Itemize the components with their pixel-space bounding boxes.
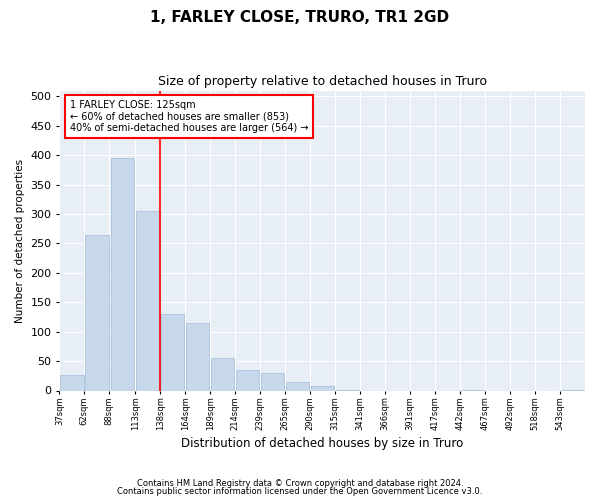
Bar — [311, 386, 334, 390]
Bar — [110, 158, 134, 390]
Bar — [161, 314, 184, 390]
Bar — [286, 382, 310, 390]
Text: Contains HM Land Registry data © Crown copyright and database right 2024.: Contains HM Land Registry data © Crown c… — [137, 478, 463, 488]
Bar — [85, 234, 109, 390]
Title: Size of property relative to detached houses in Truro: Size of property relative to detached ho… — [158, 75, 487, 88]
Bar — [236, 370, 259, 390]
Bar — [211, 358, 235, 390]
Bar — [60, 374, 83, 390]
Y-axis label: Number of detached properties: Number of detached properties — [15, 158, 25, 322]
Text: Contains public sector information licensed under the Open Government Licence v3: Contains public sector information licen… — [118, 487, 482, 496]
Bar — [136, 211, 160, 390]
Bar — [186, 323, 209, 390]
Text: 1, FARLEY CLOSE, TRURO, TR1 2GD: 1, FARLEY CLOSE, TRURO, TR1 2GD — [151, 10, 449, 25]
Text: 1 FARLEY CLOSE: 125sqm
← 60% of detached houses are smaller (853)
40% of semi-de: 1 FARLEY CLOSE: 125sqm ← 60% of detached… — [70, 100, 308, 133]
Bar — [261, 373, 284, 390]
X-axis label: Distribution of detached houses by size in Truro: Distribution of detached houses by size … — [181, 437, 463, 450]
